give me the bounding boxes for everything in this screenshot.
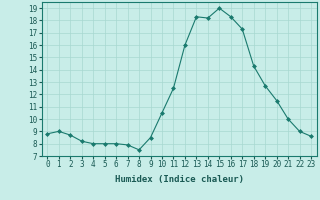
X-axis label: Humidex (Indice chaleur): Humidex (Indice chaleur) (115, 175, 244, 184)
